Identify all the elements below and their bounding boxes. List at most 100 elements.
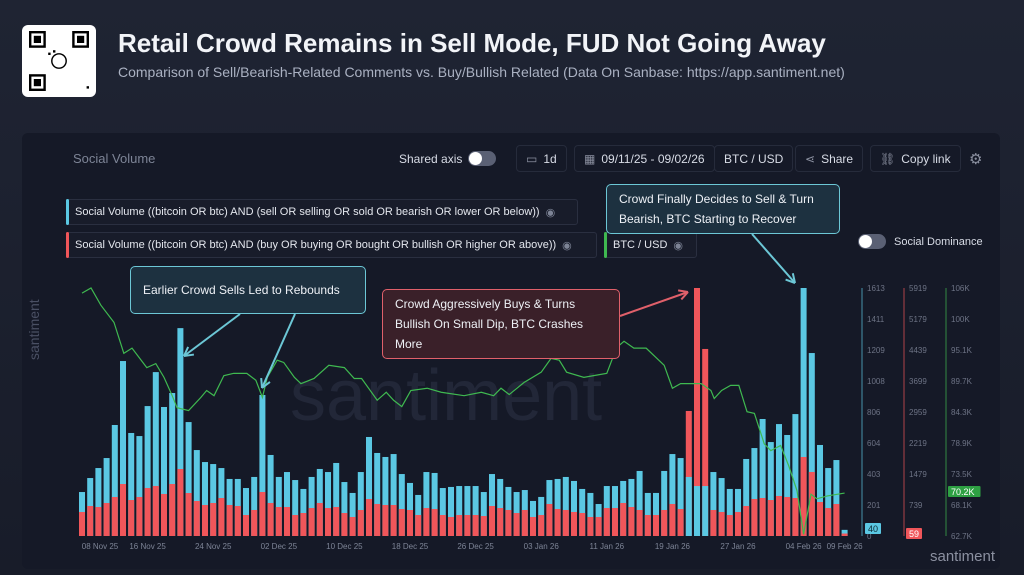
bar-sell — [349, 492, 356, 536]
bar-sell — [202, 462, 208, 536]
social-dominance-toggle[interactable]: Social Dominance — [858, 234, 983, 249]
share-label: Share — [821, 151, 854, 166]
pair-button[interactable]: BTC / USD — [714, 145, 794, 172]
bar-sell — [685, 476, 692, 536]
qr-code — [22, 25, 96, 97]
annotation-earlier-sells: Earlier Crowd Sells Led to Rebounds — [130, 266, 366, 314]
x-tick-label: 02 Dec 25 — [261, 542, 298, 551]
bar-sell — [644, 492, 651, 536]
arrow-head — [260, 377, 263, 389]
x-tick-label: 04 Feb 26 — [786, 542, 823, 551]
bar-sell — [366, 436, 372, 536]
bar-sell — [177, 328, 184, 536]
toggle-switch[interactable] — [468, 151, 497, 166]
shared-axis-toggle[interactable]: Shared axis — [390, 145, 505, 172]
bar-buy — [464, 515, 471, 536]
bar-sell — [497, 478, 504, 536]
bar-buy — [546, 503, 553, 536]
y-tick-label: 1209 — [867, 346, 885, 355]
bar-buy — [144, 487, 151, 536]
bar-buy — [439, 515, 446, 536]
bar-buy — [251, 509, 258, 536]
x-tick-label: 19 Jan 26 — [655, 542, 691, 551]
bar-sell — [562, 476, 569, 536]
eye-icon[interactable]: ◉ — [562, 239, 572, 252]
y-tick-label: 806 — [867, 408, 881, 417]
annotation-arrow — [619, 291, 689, 317]
x-tick-label: 24 Nov 25 — [195, 542, 232, 551]
bar-buy — [685, 410, 692, 536]
bar-buy — [374, 503, 381, 536]
bar-buy — [87, 506, 94, 536]
bar-buy — [284, 507, 290, 536]
bar-buy — [710, 509, 717, 536]
bar-sell — [357, 472, 364, 536]
copy-link-button[interactable]: ⛓ Copy link — [870, 145, 961, 172]
y-tick-label: 78.9K — [951, 439, 973, 448]
legend-item-btc[interactable]: BTC / USD ◉ — [604, 232, 697, 258]
pair-label: BTC / USD — [724, 151, 784, 166]
bar-sell — [825, 468, 832, 536]
social-dominance-label: Social Dominance — [894, 235, 983, 248]
bar-sell — [817, 444, 823, 536]
bar-buy — [300, 512, 307, 536]
last-value-buy-bg — [906, 528, 922, 539]
bar-buy — [817, 501, 823, 536]
share-button[interactable]: ⋖ Share — [795, 145, 864, 172]
bar-buy — [161, 493, 167, 536]
bar-buy — [628, 507, 635, 536]
interval-button[interactable]: ▭ 1d — [516, 145, 567, 172]
bar-buy — [825, 508, 832, 536]
bar-sell — [308, 476, 315, 536]
bar-buy — [202, 504, 208, 536]
bar-sell — [808, 353, 815, 536]
last-value-sell: 40 — [868, 524, 878, 534]
bar-buy — [382, 504, 389, 536]
last-value-btc: 70.2K — [951, 487, 975, 497]
arrow-head — [785, 278, 796, 284]
bar-buy — [341, 512, 348, 536]
y-tick-label: 5179 — [909, 315, 927, 324]
x-tick-label: 26 Dec 25 — [457, 542, 494, 551]
settings-gear-icon[interactable]: ⚙ — [969, 150, 983, 168]
bar-buy — [751, 499, 758, 536]
bar-buy — [743, 506, 750, 536]
y-tick-label: 201 — [867, 501, 881, 510]
eye-icon[interactable]: ◉ — [673, 239, 684, 252]
bar-buy — [538, 515, 545, 536]
x-tick-label: 09 Feb 26 — [827, 542, 864, 551]
bar-buy — [718, 511, 725, 536]
bar-sell — [743, 458, 750, 536]
bar-buy — [177, 469, 184, 536]
bar-sell — [210, 464, 217, 536]
bar-sell — [95, 468, 102, 536]
bar-buy — [644, 515, 651, 536]
bar-sell — [185, 422, 192, 536]
toggle-switch[interactable] — [858, 234, 886, 249]
bar-sell — [636, 470, 643, 536]
bar-sell — [489, 474, 495, 536]
bar-sell — [661, 470, 668, 536]
bar-sell — [472, 486, 479, 536]
bar-sell — [694, 486, 700, 536]
bar-sell — [718, 478, 725, 536]
eye-icon[interactable]: ◉ — [545, 206, 556, 219]
legend-item-sell[interactable]: Social Volume ((bitcoin OR btc) AND (sel… — [66, 199, 578, 225]
bar-buy — [472, 515, 479, 536]
y-tick-label: 604 — [867, 439, 881, 448]
bar-buy — [661, 509, 668, 536]
interval-icon: ▭ — [526, 151, 538, 166]
bar-sell — [300, 488, 307, 536]
x-tick-label: 03 Jan 26 — [524, 542, 560, 551]
y-tick-label: 403 — [867, 470, 881, 479]
bar-buy — [530, 516, 536, 536]
legend-item-buy[interactable]: Social Volume ((bitcoin OR btc) AND (buy… — [66, 232, 597, 258]
bar-sell — [144, 406, 151, 536]
y-tick-label: 2219 — [909, 439, 927, 448]
bar-buy — [210, 502, 217, 536]
bar-buy — [366, 499, 372, 536]
bar-buy — [95, 507, 102, 536]
bar-buy — [579, 512, 586, 536]
y-tick-label: 0 — [867, 532, 872, 541]
bar-buy — [792, 497, 799, 536]
